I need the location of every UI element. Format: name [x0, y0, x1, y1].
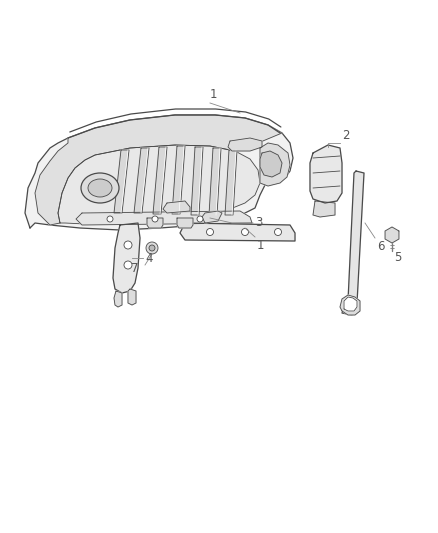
Polygon shape	[163, 201, 190, 213]
Polygon shape	[114, 291, 122, 307]
Polygon shape	[128, 289, 136, 305]
Polygon shape	[25, 115, 293, 230]
Text: 3: 3	[255, 216, 262, 230]
Polygon shape	[153, 147, 167, 214]
Text: 6: 6	[377, 240, 385, 253]
Text: 7: 7	[131, 262, 138, 274]
Polygon shape	[35, 115, 282, 225]
Polygon shape	[113, 223, 140, 293]
Polygon shape	[342, 171, 364, 315]
Polygon shape	[228, 138, 262, 151]
Circle shape	[197, 216, 203, 222]
Ellipse shape	[88, 179, 112, 197]
Polygon shape	[202, 211, 222, 223]
Polygon shape	[344, 297, 357, 311]
Polygon shape	[385, 227, 399, 243]
Circle shape	[206, 229, 213, 236]
Polygon shape	[172, 146, 185, 214]
Polygon shape	[225, 150, 237, 215]
Polygon shape	[209, 148, 221, 215]
Polygon shape	[260, 143, 290, 186]
Polygon shape	[177, 218, 193, 228]
Polygon shape	[260, 151, 282, 177]
Circle shape	[152, 216, 158, 222]
Polygon shape	[147, 218, 163, 228]
Text: 1: 1	[257, 239, 265, 252]
Circle shape	[146, 242, 158, 254]
Polygon shape	[191, 147, 203, 215]
Polygon shape	[340, 295, 360, 315]
Text: 4: 4	[145, 252, 152, 264]
Circle shape	[124, 261, 132, 269]
Polygon shape	[114, 150, 129, 213]
Text: 2: 2	[342, 129, 350, 142]
Circle shape	[275, 229, 282, 236]
Circle shape	[149, 245, 155, 251]
Text: 1: 1	[209, 88, 217, 101]
Text: 5: 5	[394, 251, 401, 264]
Polygon shape	[313, 201, 335, 217]
Polygon shape	[134, 148, 149, 213]
Polygon shape	[58, 145, 260, 224]
Polygon shape	[180, 223, 295, 241]
Circle shape	[107, 216, 113, 222]
Circle shape	[241, 229, 248, 236]
Polygon shape	[310, 145, 342, 203]
Ellipse shape	[81, 173, 119, 203]
Polygon shape	[76, 211, 252, 225]
Circle shape	[124, 241, 132, 249]
